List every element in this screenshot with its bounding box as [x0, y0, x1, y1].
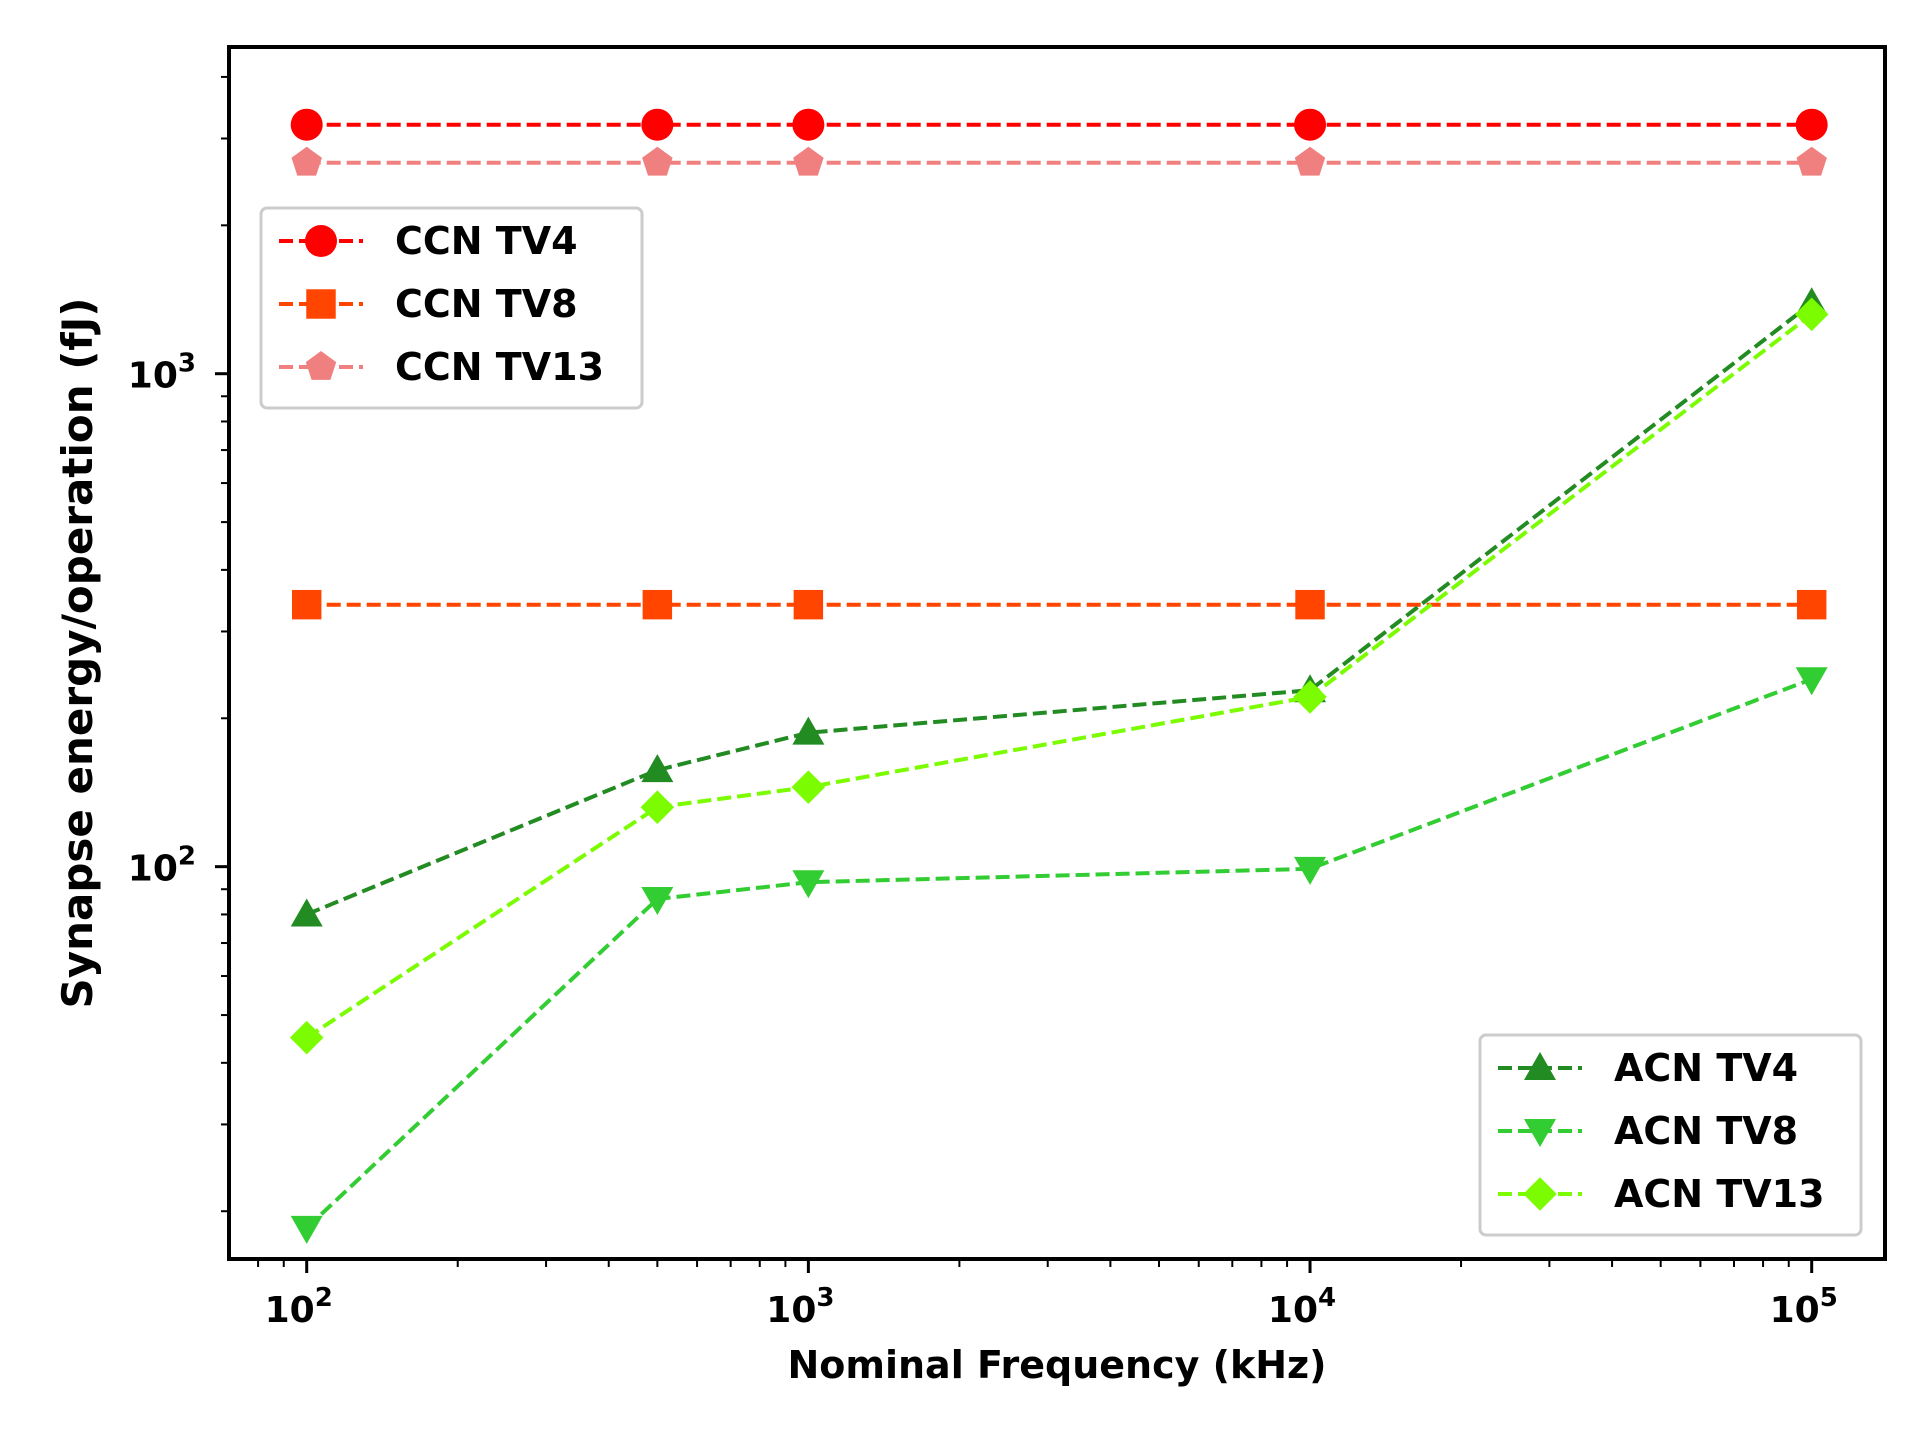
series-ccn-tv8 [291, 589, 1827, 620]
y-axis-label: Synapse energy/operation (fJ) [53, 297, 102, 1008]
legend-marker-acn-tv8 [1524, 1119, 1556, 1147]
series-ccn-tv13 [291, 146, 1827, 176]
data-point-acn-tv4 [290, 898, 323, 927]
legend-upper-left: CCN TV4 CCN TV8 CCN TV13 [259, 206, 644, 410]
data-point-ccn-tv8 [793, 589, 824, 620]
data-point-ccn-tv4 [1795, 108, 1828, 141]
series-acn-tv8 [290, 667, 1828, 1244]
data-point-acn-tv13 [289, 1020, 324, 1055]
legend-frame [1478, 1033, 1863, 1237]
x-tick-label-100000: 105 [1770, 1283, 1838, 1331]
y-tick-label-100: 102 [128, 842, 196, 890]
legend-label-acn-tv8: ACN TV8 [1614, 1109, 1798, 1153]
major-ticks: 102 103 104 105 102 103 [128, 349, 1838, 1331]
data-point-ccn-tv13 [1294, 146, 1326, 176]
plot-frame [227, 45, 1887, 1261]
x-tick-label-10000: 104 [1268, 1283, 1336, 1331]
data-point-ccn-tv13 [1796, 146, 1827, 176]
data-point-ccn-tv13 [291, 146, 322, 176]
legend-entry-acn-tv4: ACN TV4 [1498, 1046, 1798, 1090]
series-line-acn-tv4 [305, 301, 1813, 917]
data-point-acn-tv8 [641, 886, 674, 915]
legend-label-ccn-tv8: CCN TV8 [395, 282, 578, 326]
legend-label-ccn-tv4: CCN TV4 [395, 219, 578, 263]
data-point-ccn-tv8 [1295, 589, 1325, 620]
data-point-ccn-tv8 [1796, 589, 1827, 620]
legend-marker-acn-tv4 [1524, 1052, 1556, 1080]
legend-entry-acn-tv8: ACN TV8 [1498, 1109, 1798, 1153]
legend-label-acn-tv4: ACN TV4 [1614, 1046, 1798, 1090]
legend-entry-ccn-tv13: CCN TV13 [279, 345, 604, 389]
legend-label-ccn-tv13: CCN TV13 [395, 345, 604, 389]
data-point-acn-tv8 [1795, 667, 1828, 696]
data-point-ccn-tv13 [793, 146, 824, 176]
legend-entry-acn-tv13: ACN TV13 [1498, 1172, 1825, 1216]
x-tick-label-1000: 103 [766, 1283, 834, 1331]
legend-entry-ccn-tv4: CCN TV4 [279, 219, 578, 263]
legend-frame [259, 206, 644, 410]
data-point-ccn-tv8 [642, 589, 673, 620]
legend-label-acn-tv13: ACN TV13 [1614, 1172, 1825, 1216]
data-point-acn-tv4 [792, 716, 825, 745]
legend-marker-ccn-tv8 [306, 289, 336, 319]
data-point-acn-tv8 [1294, 856, 1327, 885]
data-point-acn-tv8 [290, 1215, 323, 1244]
data-point-ccn-tv4 [792, 108, 825, 141]
data-point-acn-tv13 [791, 770, 826, 804]
data-point-ccn-tv13 [642, 146, 673, 176]
series-acn-tv13 [289, 297, 1829, 1055]
y-tick-label-1000: 103 [128, 349, 196, 397]
data-point-ccn-tv8 [291, 589, 322, 620]
data-point-acn-tv13 [1293, 680, 1327, 714]
data-point-acn-tv13 [640, 790, 675, 825]
legend-entry-ccn-tv8: CCN TV8 [279, 282, 578, 326]
data-point-ccn-tv4 [290, 108, 323, 141]
data-point-acn-tv13 [1794, 297, 1829, 332]
legend-marker-ccn-tv4 [305, 225, 337, 257]
series-layer [289, 108, 1829, 1244]
x-tick-label-100: 102 [265, 1283, 333, 1331]
data-point-ccn-tv4 [1294, 108, 1327, 141]
x-axis-label: Nominal Frequency (kHz) [787, 1343, 1326, 1387]
data-point-acn-tv8 [792, 870, 825, 899]
series-ccn-tv4 [290, 108, 1828, 141]
legend-lower-right: ACN TV4 ACN TV8 ACN TV13 [1478, 1033, 1863, 1237]
legend-marker-ccn-tv13 [305, 351, 337, 380]
data-point-acn-tv4 [641, 754, 674, 783]
data-point-ccn-tv4 [641, 108, 674, 141]
legend-marker-acn-tv13 [1523, 1177, 1557, 1211]
